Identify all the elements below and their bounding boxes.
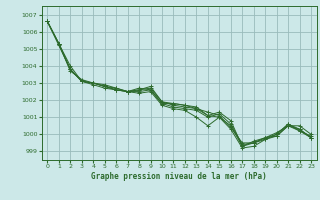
X-axis label: Graphe pression niveau de la mer (hPa): Graphe pression niveau de la mer (hPa): [91, 172, 267, 181]
